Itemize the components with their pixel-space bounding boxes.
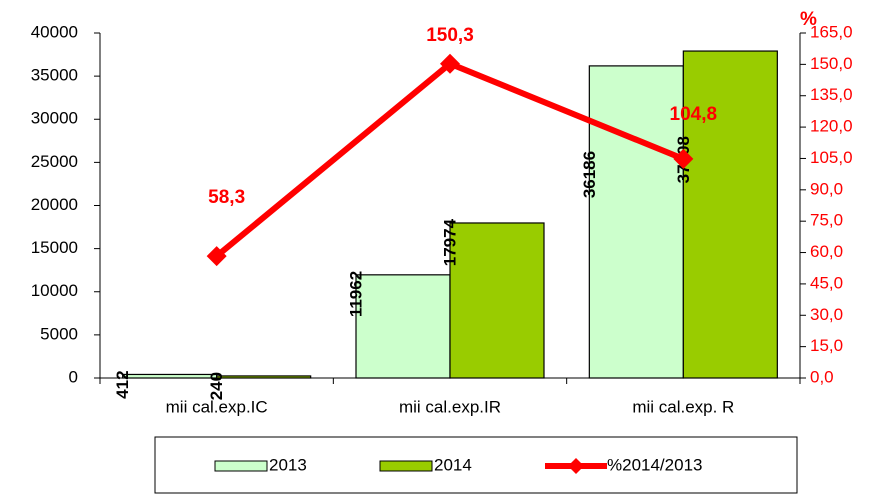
line-value-label: 150,3 xyxy=(426,25,474,46)
line-marker xyxy=(440,53,460,74)
y2-tick-label: 30,0 xyxy=(810,305,843,324)
y-tick-label: 15000 xyxy=(31,238,78,257)
bar-value-label: 17974 xyxy=(440,218,459,266)
bar xyxy=(449,222,545,379)
x-tick-label: mii cal.exp.IC xyxy=(166,397,268,416)
y-tick-label: 20000 xyxy=(31,195,78,214)
line-value-label: 58,3 xyxy=(208,187,245,208)
legend-swatch xyxy=(214,460,268,472)
y-tick-label: 0 xyxy=(69,367,78,386)
y2-axis-label: % xyxy=(800,9,817,30)
legend-marker xyxy=(568,458,584,474)
line-marker xyxy=(206,246,227,267)
legend-swatch xyxy=(379,460,433,472)
y2-tick-label: 105,0 xyxy=(810,148,853,167)
bar-value-label: 11962 xyxy=(346,271,365,317)
y2-tick-label: 60,0 xyxy=(810,242,843,261)
bar xyxy=(216,375,312,379)
y-tick-label: 10000 xyxy=(31,281,78,300)
bar xyxy=(355,274,451,379)
y2-tick-label: 165,0 xyxy=(810,22,853,41)
y-tick-label: 35000 xyxy=(31,66,78,85)
line-value-label: 104,8 xyxy=(670,104,718,125)
bar-value-label: 240 xyxy=(207,372,226,400)
bar-value-label: 412 xyxy=(113,370,132,398)
y-tick-label: 25000 xyxy=(31,152,78,171)
bar xyxy=(588,65,684,379)
legend-label: %2014/2013 xyxy=(607,455,702,474)
y2-tick-label: 0,0 xyxy=(810,367,834,386)
line-marker xyxy=(673,148,694,169)
y2-tick-label: 120,0 xyxy=(810,117,853,136)
bar-value-label: 36186 xyxy=(580,151,599,198)
y2-tick-label: 75,0 xyxy=(810,211,843,230)
x-tick-label: mii cal.exp. R xyxy=(632,397,734,416)
x-tick-label: mii cal.exp.IR xyxy=(399,397,501,416)
y2-tick-label: 15,0 xyxy=(810,336,843,355)
bar xyxy=(122,373,218,379)
y-tick-label: 40000 xyxy=(31,22,78,41)
y2-tick-label: 150,0 xyxy=(810,54,853,73)
legend-label: 2014 xyxy=(434,455,472,474)
bar xyxy=(682,50,778,379)
y-tick-label: 5000 xyxy=(40,324,78,343)
y2-tick-label: 135,0 xyxy=(810,85,853,104)
y-tick-label: 30000 xyxy=(31,109,78,128)
y2-tick-label: 90,0 xyxy=(810,179,843,198)
y2-tick-label: 45,0 xyxy=(810,273,843,292)
legend-label: 2013 xyxy=(269,455,307,474)
